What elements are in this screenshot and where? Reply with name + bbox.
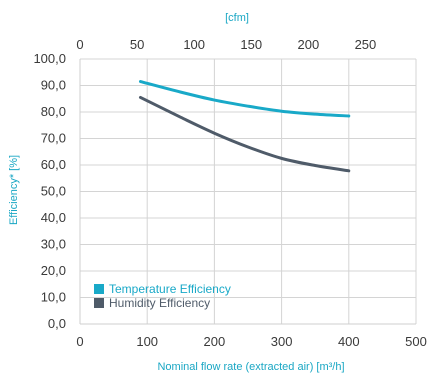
series-line-humidity (138, 95, 351, 173)
series-lines (138, 80, 351, 173)
y-tick-label: 70,0 (41, 131, 66, 146)
top-axis-title: [cfm] (225, 12, 249, 24)
legend-label: Temperature Efficiency (109, 282, 231, 296)
y-tick-label: 60,0 (41, 157, 66, 172)
y-tick-label: 20,0 (41, 263, 66, 278)
x-tick-label: 100 (136, 334, 158, 349)
legend-swatch (94, 298, 104, 308)
x-axis-title: Nominal flow rate (extracted air) [m³/h] (157, 361, 344, 373)
top-axis-tick-labels: 0 50 100 150 200 250 (76, 37, 376, 52)
tick-labels: 0,0 10,0 20,0 30,0 40,0 50,0 60,0 70,0 80,0 90,0 1… (33, 51, 426, 349)
x2-tick-label: 150 (240, 37, 262, 52)
legend-label: Humidity Efficiency (109, 296, 210, 310)
legend-swatch (94, 284, 104, 294)
x2-tick-label: 0 (76, 37, 83, 52)
x-tick-label: 300 (271, 334, 293, 349)
x2-tick-label: 250 (355, 37, 377, 52)
x-tick-label: 400 (338, 334, 360, 349)
y-tick-label: 100,0 (33, 51, 66, 66)
x-tick-label: 200 (204, 334, 226, 349)
axes (79, 59, 416, 325)
x-tick-label: 500 (405, 334, 427, 349)
grid (79, 58, 417, 325)
y-tick-label: 90,0 (41, 78, 66, 93)
y-tick-label: 30,0 (41, 237, 66, 252)
x2-tick-label: 100 (183, 37, 205, 52)
y-tick-label: 0,0 (48, 316, 66, 331)
y-tick-label: 40,0 (41, 210, 66, 225)
series-line-temperature (138, 80, 351, 118)
x2-tick-label: 200 (297, 37, 319, 52)
y-tick-label: 80,0 (41, 104, 66, 119)
y-axis-title: Efficiency* [%] (8, 155, 20, 225)
y-tick-label: 50,0 (41, 184, 66, 199)
y-tick-label: 10,0 (41, 290, 66, 305)
x2-tick-label: 50 (130, 37, 144, 52)
x-tick-label: 0 (76, 334, 83, 349)
